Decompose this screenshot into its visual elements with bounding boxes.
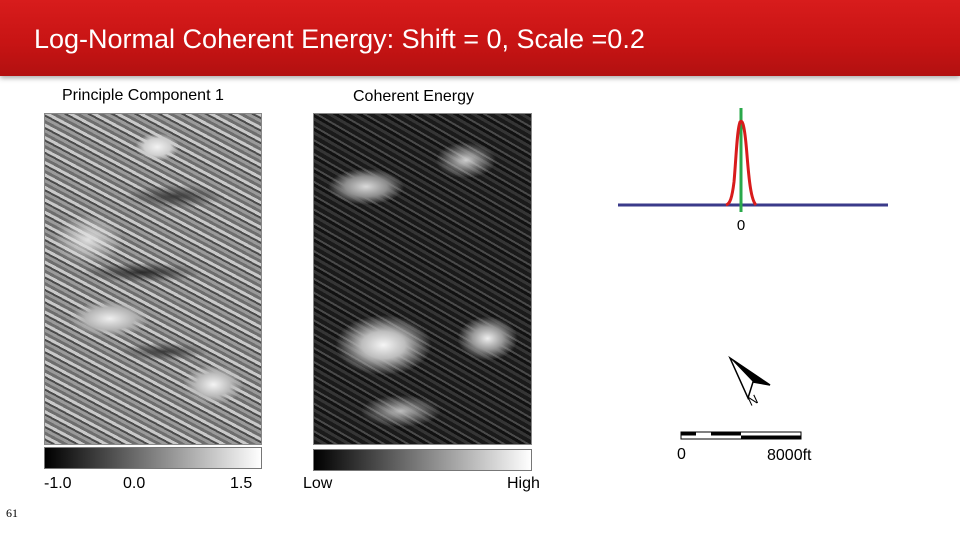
- slide-title: Log-Normal Coherent Energy: Shift = 0, S…: [34, 24, 645, 54]
- coherent-energy-tick-high: High: [507, 475, 540, 492]
- slide-number: 61: [6, 506, 18, 520]
- title-bar: Log-Normal Coherent Energy: Shift = 0, S…: [0, 0, 960, 76]
- distribution-center-label: 0: [737, 217, 745, 234]
- coherent-energy-seismic-image: [313, 113, 532, 445]
- north-letter: N: [745, 391, 760, 409]
- scale-bar-end-label: 8000ft: [767, 447, 812, 464]
- scale-bar: [680, 431, 802, 440]
- pc1-colorbar: [44, 447, 262, 469]
- pc1-tick-mid: 0.0: [123, 475, 146, 492]
- pc1-label: Principle Component 1: [62, 87, 224, 104]
- pc1-seismic-image: [44, 113, 262, 445]
- coherent-energy-tick-low: Low: [303, 475, 333, 492]
- distribution-curve: [725, 119, 758, 207]
- pc1-tick-max: 1.5: [230, 475, 253, 492]
- lognormal-distribution-plot: 0: [618, 108, 888, 234]
- coherent-energy-colorbar: [313, 449, 532, 471]
- coherent-energy-label: Coherent Energy: [353, 88, 474, 105]
- scale-bar-start-label: 0: [677, 446, 686, 463]
- pc1-tick-min: -1.0: [44, 475, 72, 492]
- north-arrow-icon: N: [728, 355, 771, 409]
